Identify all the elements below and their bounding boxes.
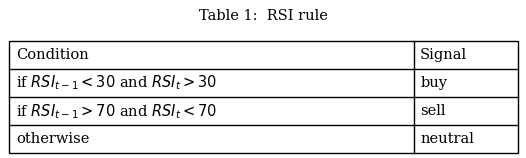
Text: if $RSI_{t-1} < 30$ and $RSI_t > 30$: if $RSI_{t-1} < 30$ and $RSI_t > 30$: [16, 74, 217, 92]
Text: sell: sell: [420, 104, 446, 118]
Text: neutral: neutral: [420, 132, 474, 146]
Text: Table 1:  RSI rule: Table 1: RSI rule: [199, 9, 328, 23]
Text: buy: buy: [420, 76, 447, 90]
Text: Condition: Condition: [16, 48, 88, 62]
Text: otherwise: otherwise: [16, 132, 89, 146]
Bar: [9, 41, 518, 153]
Text: Signal: Signal: [420, 48, 467, 62]
Text: if $RSI_{t-1} > 70$ and $RSI_t < 70$: if $RSI_{t-1} > 70$ and $RSI_t < 70$: [16, 102, 217, 121]
